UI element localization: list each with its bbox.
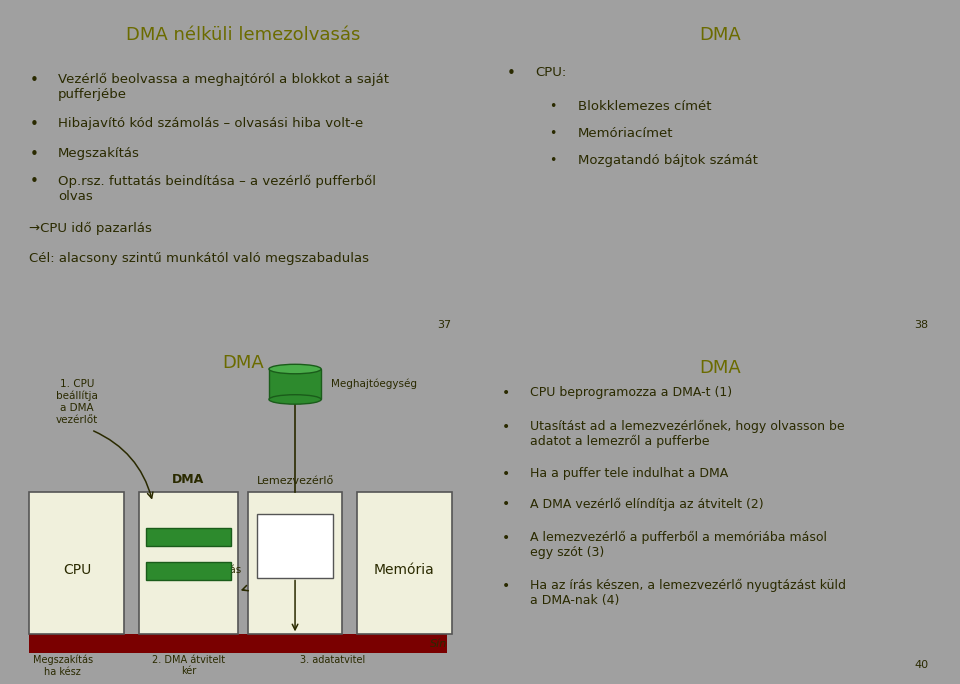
Text: •: • (549, 100, 557, 113)
Text: Op.rsz. futtatás beindítása – a vezérlő pufferből
olvas: Op.rsz. futtatás beindítása – a vezérlő … (58, 174, 376, 202)
Text: Meghajtóegység: Meghajtóegység (330, 379, 417, 389)
Text: Hibajavító kód számolás – olvasási hiba volt-e: Hibajavító kód számolás – olvasási hiba … (58, 117, 363, 130)
Text: DMA: DMA (699, 359, 741, 377)
Text: Mozgatandó bájtok számát: Mozgatandó bájtok számát (578, 154, 757, 167)
Text: Utasítást ad a lemezvezérlőnek, hogy olvasson be
adatot a lemezről a pufferbe: Utasítást ad a lemezvezérlőnek, hogy olv… (530, 420, 845, 448)
Text: 38: 38 (915, 320, 928, 330)
Bar (146, 562, 231, 580)
Text: 37: 37 (438, 320, 451, 330)
Text: 2. DMA átvitelt
kér: 2. DMA átvitelt kér (152, 655, 225, 676)
Text: •: • (549, 127, 557, 140)
Text: Vezérlő beolvassa a meghajtóról a blokkot a saját
pufferjébe: Vezérlő beolvassa a meghajtóról a blokko… (58, 73, 389, 101)
Text: DMA: DMA (699, 26, 741, 44)
Bar (138, 492, 238, 634)
Bar (248, 492, 343, 634)
Text: •: • (502, 386, 510, 400)
Text: CPU:: CPU: (535, 66, 566, 79)
Text: Memóriacímet: Memóriacímet (578, 127, 673, 140)
Text: A DMA vezérlő elíndítja az átvitelt (2): A DMA vezérlő elíndítja az átvitelt (2) (530, 497, 764, 510)
Text: 40: 40 (915, 660, 928, 670)
Bar (269, 369, 322, 399)
Text: Megszakítás
ha kész: Megszakítás ha kész (33, 655, 93, 676)
Text: •: • (549, 154, 557, 167)
Bar (30, 634, 446, 653)
Text: •: • (507, 66, 516, 81)
Text: 3. adatatvitel: 3. adatatvitel (300, 655, 365, 665)
Text: 1. CPU
beállítja
a DMA
vezérlőt: 1. CPU beállítja a DMA vezérlőt (56, 379, 98, 425)
Text: •: • (502, 467, 510, 481)
Text: →CPU idő pazarlás: →CPU idő pazarlás (30, 222, 153, 235)
Text: Blokklemezes címét: Blokklemezes címét (578, 100, 711, 113)
Text: Cél: alacsony szintű munkától való megszabadulas: Cél: alacsony szintű munkától való megsz… (30, 252, 370, 265)
Text: CPU: CPU (62, 564, 91, 577)
Text: •: • (30, 174, 38, 189)
Text: •: • (30, 73, 38, 88)
Text: Ha a puffer tele indulhat a DMA: Ha a puffer tele indulhat a DMA (530, 467, 729, 480)
Text: •: • (502, 497, 510, 512)
Bar (30, 492, 125, 634)
Text: Megszakítás: Megszakítás (58, 147, 140, 160)
Text: A lemezvezérlő a pufferből a memóriába másol
egy szót (3): A lemezvezérlő a pufferből a memóriába m… (530, 531, 828, 560)
Text: DMA: DMA (222, 354, 264, 372)
Text: DMA nélküli lemezolvasás: DMA nélküli lemezolvasás (126, 26, 360, 44)
Text: DMA: DMA (172, 473, 204, 486)
Text: •: • (30, 117, 38, 132)
Text: Mem. Cím: Mem. Cím (159, 532, 217, 542)
Text: CPU beprogramozza a DMA-t (1): CPU beprogramozza a DMA-t (1) (530, 386, 732, 399)
Text: •: • (502, 579, 510, 592)
Ellipse shape (269, 395, 322, 404)
Text: Sín: Sín (429, 640, 446, 650)
Text: 4. Nyugtázás: 4. Nyugtázás (173, 564, 241, 575)
Text: Memória: Memória (373, 564, 435, 577)
Text: •: • (502, 420, 510, 434)
Bar (357, 492, 451, 634)
Text: Puffer: Puffer (277, 539, 312, 552)
Text: Ha az írás készen, a lemezvezérlő nyugtázást küld
a DMA-nak (4): Ha az írás készen, a lemezvezérlő nyugtá… (530, 579, 847, 607)
Bar (257, 514, 333, 577)
Text: Számláló: Számláló (161, 566, 215, 576)
Text: •: • (502, 531, 510, 545)
Text: Lemezvezérlő: Lemezvezérlő (256, 475, 334, 486)
Bar (146, 528, 231, 547)
Ellipse shape (269, 365, 322, 373)
Text: •: • (30, 147, 38, 162)
